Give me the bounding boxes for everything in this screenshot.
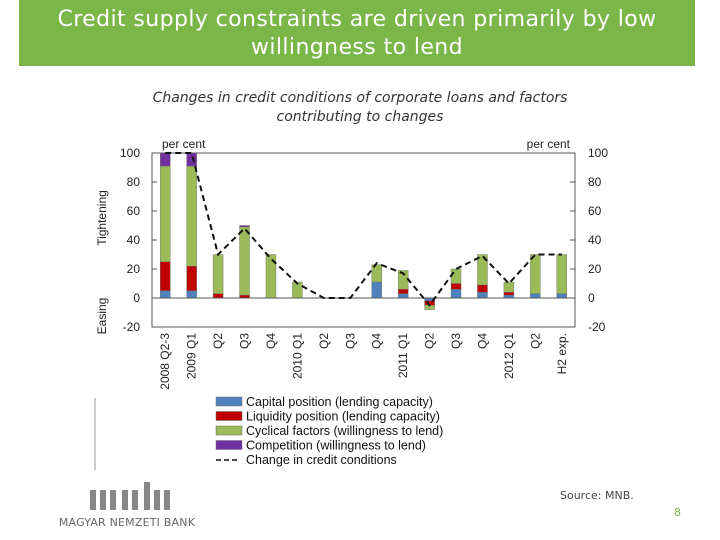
left-axis-unit: per cent	[162, 137, 206, 151]
mnb-logo: MAGYAR NEMZETI BANK	[52, 480, 202, 532]
bar-segment-2	[450, 283, 462, 290]
bar-segment-2	[503, 292, 515, 296]
bar-segment-1	[371, 281, 382, 299]
y-tick-right: 0	[588, 291, 595, 305]
y-tick-right: 60	[588, 204, 602, 218]
bar-segment-3	[503, 281, 515, 293]
legend-label-4: Competition (willingness to lend)	[246, 439, 426, 453]
legend-swatch-2	[215, 411, 243, 421]
stacked-bar-chart: 100 100 80 80 60 60 40 40 20 20 0 0 -20 -20 per cent pe…	[94, 137, 608, 470]
x-tick-label: Q4	[475, 333, 489, 349]
y-tick-right: 20	[588, 262, 602, 276]
y-tick-right: -20	[588, 320, 606, 334]
slide-title: Credit supply constraints are driven pri…	[57, 7, 657, 60]
x-tick-label: Q2	[317, 333, 331, 349]
x-tick-label: 2012 Q1	[502, 333, 516, 379]
x-tick-label: 2008 Q2-3	[158, 333, 172, 390]
legend-swatch-1	[215, 396, 243, 407]
legend-swatch-4	[215, 440, 243, 450]
legend-label-line: Change in credit conditions	[246, 453, 397, 467]
tightening-label: Tightening	[95, 190, 109, 246]
bar-segment-3	[371, 264, 382, 283]
bar-segment-4	[239, 225, 250, 228]
bar-segment-2	[160, 261, 171, 291]
y-tick-left: 40	[127, 233, 141, 247]
x-tick-label: 2011 Q1	[396, 333, 410, 378]
y-tick-right: 100	[588, 146, 608, 160]
bar-segment-2	[212, 293, 224, 299]
legend-label-3: Cyclical factors (willingness to lend)	[246, 424, 443, 438]
easing-label: Easing	[95, 298, 109, 335]
chart-subtitle: Changes in credit conditions of corporat…	[152, 90, 568, 125]
y-tick-left: 0	[133, 291, 140, 305]
credit-conditions-line	[165, 152, 562, 307]
bar-segment-1	[160, 290, 171, 299]
bar-segment-3	[160, 165, 171, 262]
bar-segment-3	[212, 254, 224, 294]
bar-segment-3	[450, 268, 462, 284]
bar-segment-4	[160, 152, 171, 167]
page-number: 8	[674, 506, 681, 519]
x-tick-label: Q4	[264, 333, 278, 349]
y-tick-right: 80	[588, 175, 602, 189]
plot-frame	[151, 152, 576, 328]
x-tick-label: Q3	[343, 333, 357, 349]
bar-segment-3	[556, 254, 567, 294]
x-tick-label: 2010 Q1	[290, 333, 304, 379]
right-axis-unit: per cent	[527, 137, 571, 151]
x-tick-label: Q2	[423, 333, 437, 349]
y-tick-left: -20	[123, 320, 141, 334]
x-tick-label: H2 exp.	[555, 333, 569, 374]
y-tick-left: 80	[127, 175, 141, 189]
source-note: Source: MNB.	[560, 489, 634, 502]
bar-segment-4	[186, 152, 197, 167]
x-tick-label: Q2	[211, 333, 225, 349]
title-bar: Credit supply constraints are driven pri…	[19, 0, 695, 66]
bar-segment-2	[477, 284, 488, 293]
legend-swatch-3	[215, 425, 243, 436]
x-tick-label: Q4	[370, 333, 384, 349]
bar-segment-2	[397, 289, 409, 294]
bar-segment-3	[530, 254, 541, 294]
y-tick-right: 40	[588, 233, 602, 247]
bar-segment-1	[556, 293, 567, 299]
x-tick-label: Q3	[449, 333, 463, 349]
logo-text: MAGYAR NEMZETI BANK	[58, 516, 196, 529]
legend-label-1: Capital position (lending capacity)	[246, 395, 433, 409]
bar-segment-3	[186, 165, 197, 267]
bar-segment-1	[397, 293, 409, 299]
x-tick-label: 2009 Q1	[185, 333, 199, 379]
bar-segment-1	[477, 292, 488, 299]
y-tick-left: 100	[120, 146, 140, 160]
x-tick-label: Q2	[528, 333, 542, 349]
bar-segment-1	[450, 289, 462, 299]
bar-segment-3	[477, 254, 488, 286]
bar-segment-1	[186, 290, 197, 299]
y-tick-left: 20	[127, 262, 141, 276]
legend-label-2: Liquidity position (lending capacity)	[246, 410, 440, 424]
logo-bars-icon	[90, 482, 170, 510]
bar-segment-1	[530, 293, 541, 299]
bar-segment-3	[239, 226, 250, 296]
bar-segment-2	[186, 265, 197, 291]
y-tick-left: 60	[127, 204, 141, 218]
x-tick-label: Q3	[238, 333, 252, 349]
